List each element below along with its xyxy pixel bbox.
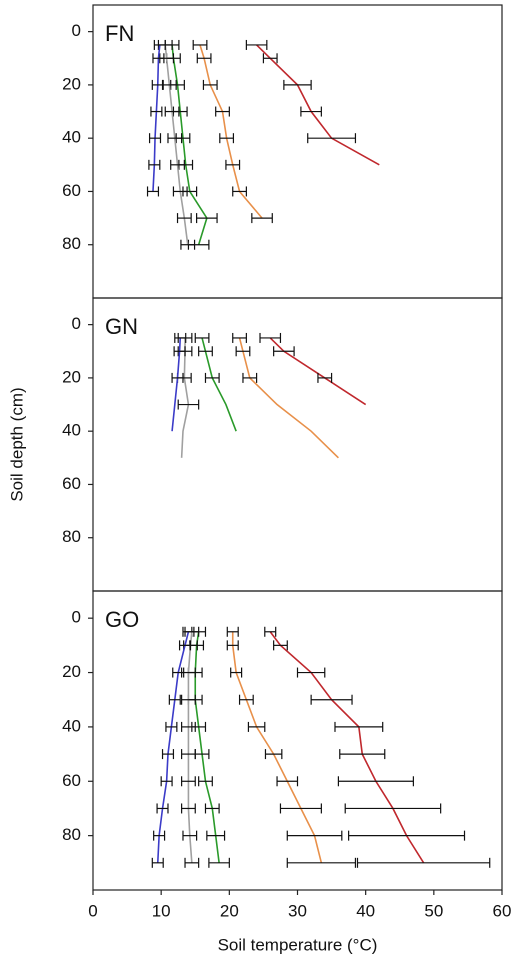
- x-axis-label: Soil temperature (°C): [218, 935, 378, 954]
- temperature-line: [199, 44, 263, 219]
- panel-label: GO: [105, 607, 139, 632]
- y-tick-label: 40: [62, 421, 81, 440]
- y-tick-label: 40: [62, 128, 81, 147]
- x-tick-label: 0: [88, 901, 97, 920]
- panel-frame: [92, 297, 503, 592]
- temperature-line: [269, 631, 425, 864]
- temperature-line: [194, 631, 220, 863]
- x-tick-label: 20: [220, 901, 239, 920]
- y-tick-label: 0: [72, 608, 81, 627]
- x-tick-label: 50: [424, 901, 443, 920]
- panel-frame: [92, 590, 503, 891]
- panel-label: FN: [105, 21, 134, 46]
- temperature-line: [171, 337, 182, 432]
- y-tick-label: 60: [62, 771, 81, 790]
- temperature-line: [187, 631, 193, 863]
- panel-label: GN: [105, 314, 138, 339]
- x-tick-label: 30: [288, 901, 307, 920]
- y-axis-label: Soil depth (cm): [7, 387, 26, 501]
- temperature-line: [238, 337, 339, 459]
- y-tick-label: 0: [72, 314, 81, 333]
- y-tick-label: 0: [72, 21, 81, 40]
- x-tick-label: 40: [356, 901, 375, 920]
- y-tick-label: 60: [62, 181, 81, 200]
- x-tick-label: 10: [152, 901, 171, 920]
- x-tick-label: 60: [493, 901, 512, 920]
- y-tick-label: 80: [62, 234, 81, 253]
- temperature-line: [152, 44, 161, 192]
- y-tick-label: 40: [62, 716, 81, 735]
- temperature-line: [156, 631, 190, 863]
- y-tick-label: 60: [62, 474, 81, 493]
- temperature-line: [231, 631, 323, 864]
- y-tick-label: 80: [62, 527, 81, 546]
- temperature-line: [269, 337, 367, 406]
- temperature-line: [256, 44, 380, 166]
- y-tick-label: 20: [62, 662, 81, 681]
- temperature-line: [201, 337, 237, 432]
- y-tick-label: 20: [62, 367, 81, 386]
- y-tick-label: 80: [62, 825, 81, 844]
- y-tick-label: 20: [62, 74, 81, 93]
